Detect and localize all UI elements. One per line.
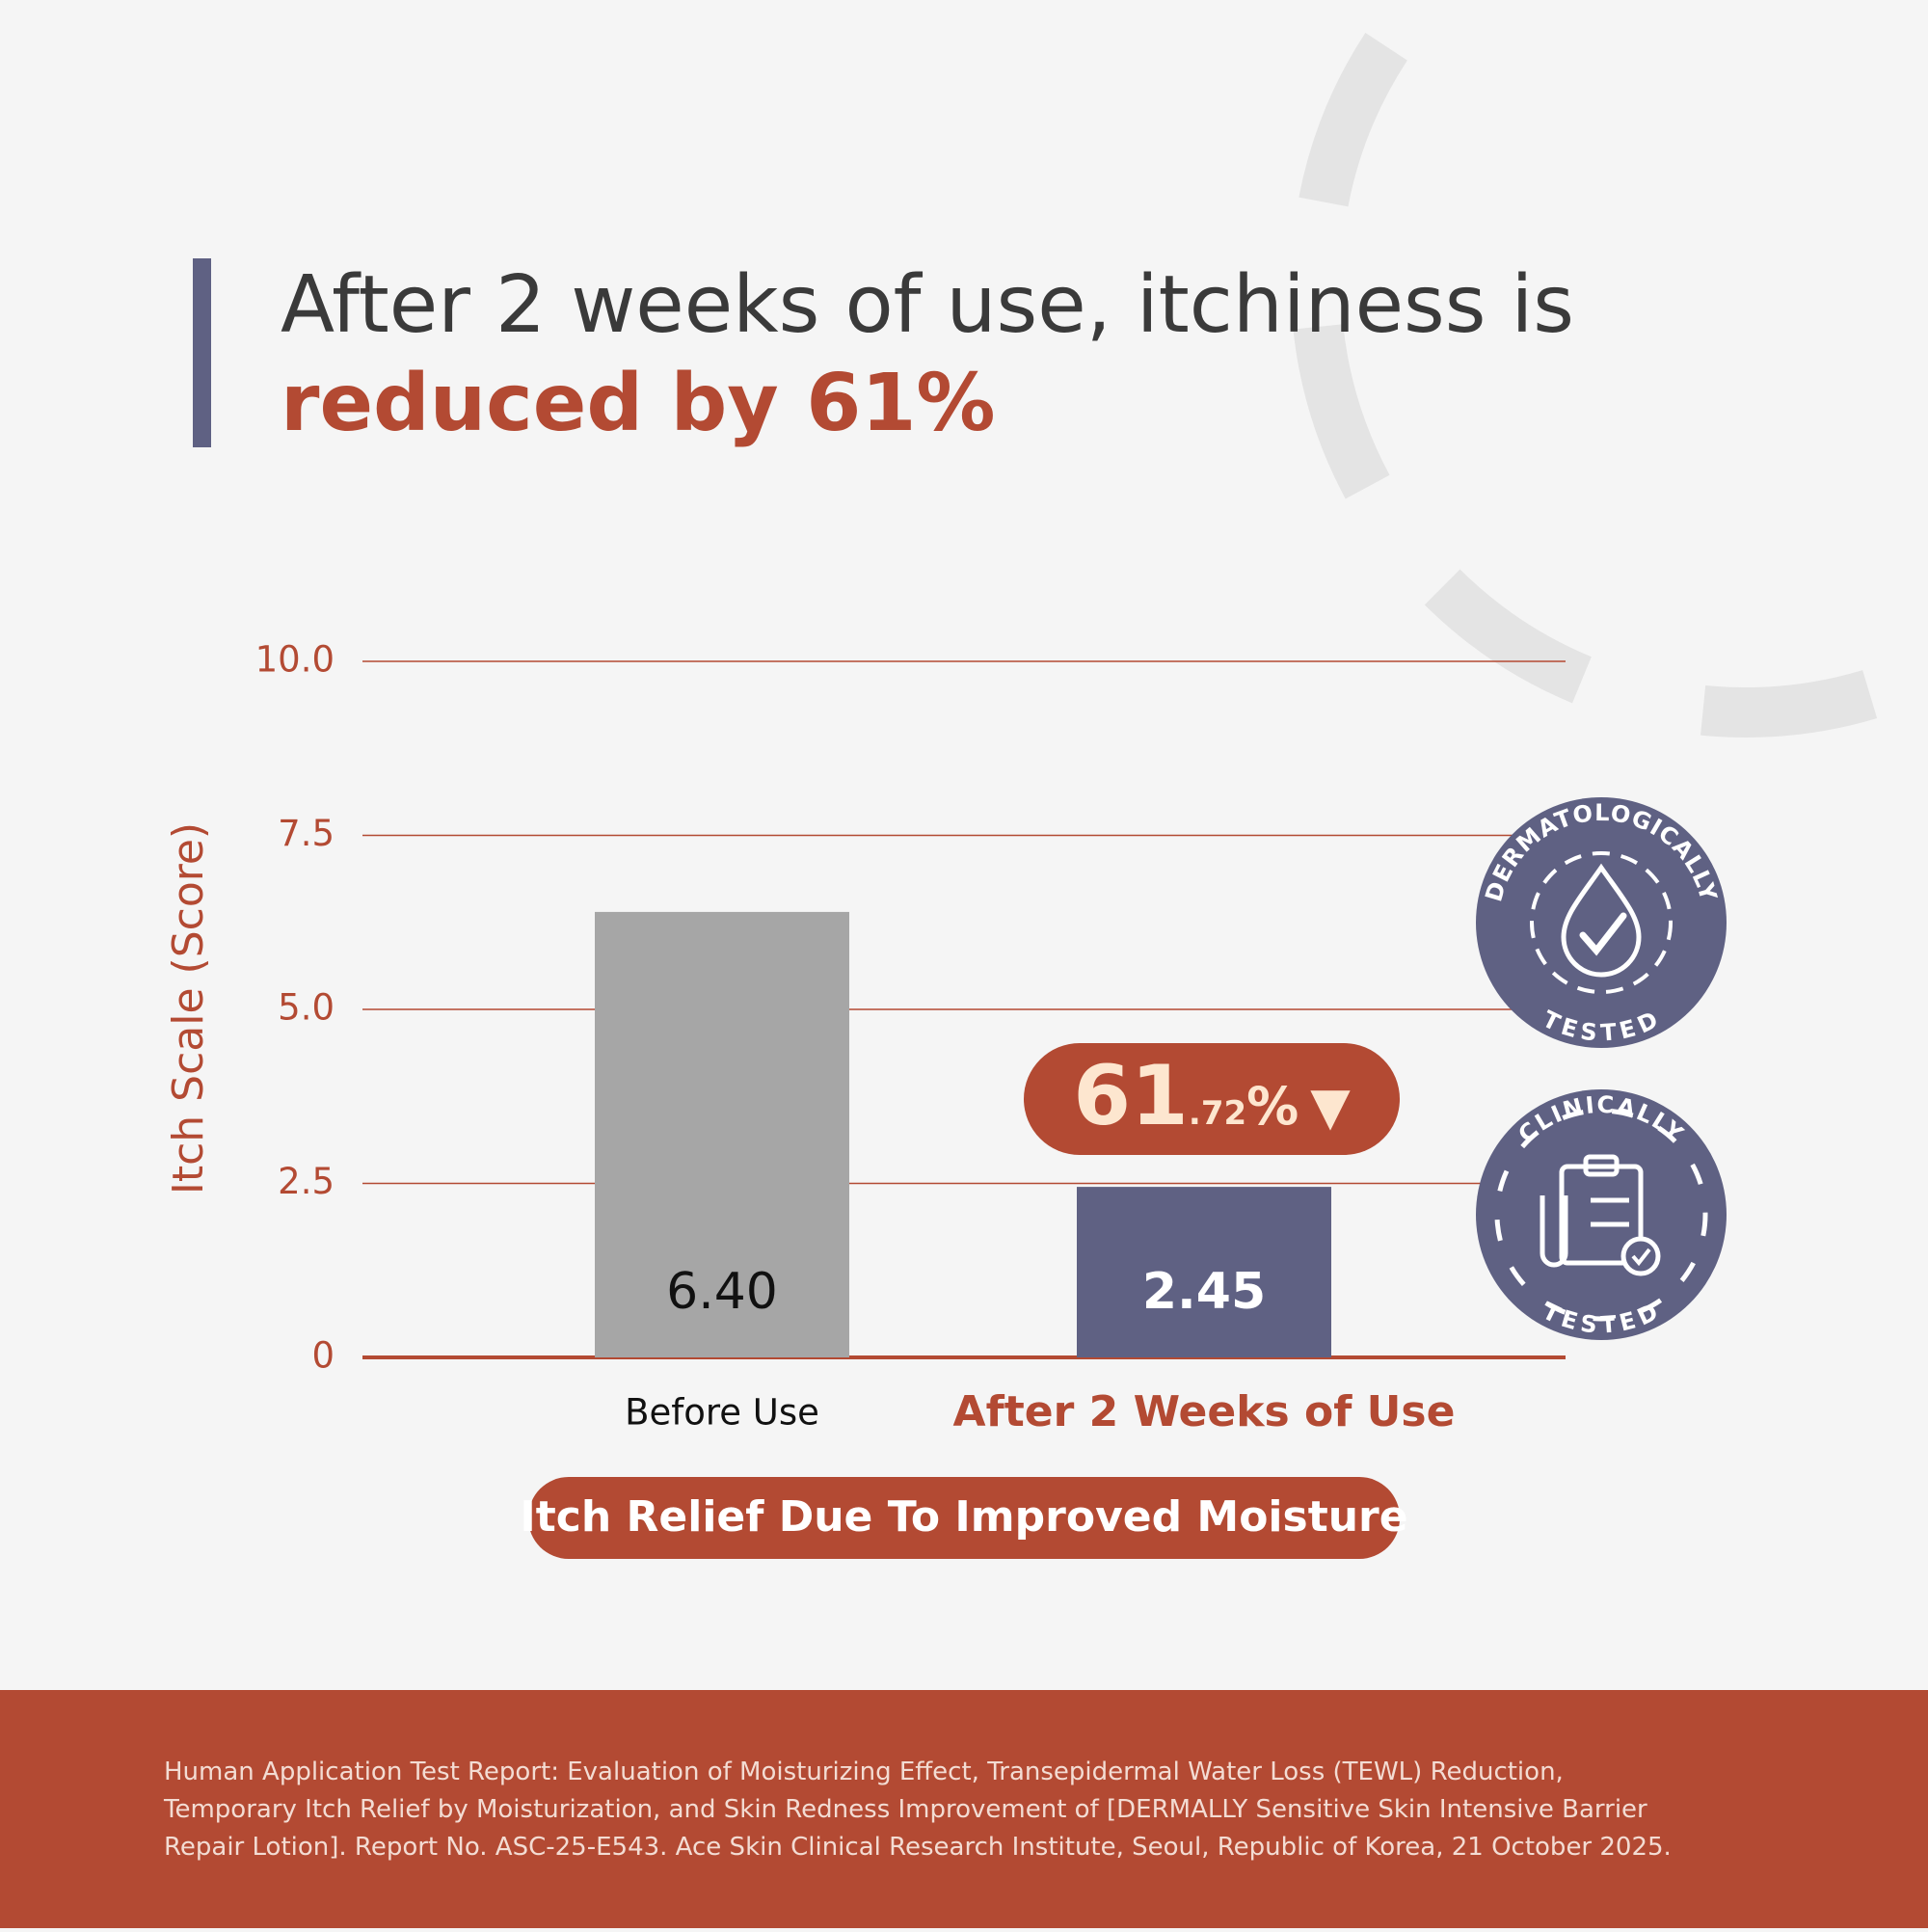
chart-title-highlight: reduced by 61%: [281, 358, 996, 449]
stamp-clinically: CLINICALLY TESTED: [1476, 1089, 1727, 1340]
y-tick-label: 10.0: [255, 639, 335, 681]
stamp-circle: [1476, 1089, 1727, 1340]
bars: 6.40 Before Use 2.45 After 2 Weeks of Use: [595, 911, 1456, 1436]
x-tick-label: After 2 Weeks of Use: [953, 1387, 1456, 1436]
stamp-check-circle: [1620, 1236, 1661, 1276]
y-axis-label: Itch Scale (Score): [164, 822, 213, 1194]
stamp-check-icon: [1631, 1248, 1651, 1267]
bar: [1077, 1187, 1331, 1357]
badge-arrow: ▼: [1310, 1076, 1351, 1137]
caption-pill: [528, 1477, 1400, 1559]
stamp-circle: [1476, 797, 1727, 1048]
stamp-tube-icon: [1540, 1195, 1629, 1268]
footer: [0, 1690, 1928, 1928]
footer-line: Human Application Test Report: Evaluatio…: [164, 1758, 1564, 1786]
badge-fraction: .72: [1189, 1094, 1246, 1133]
title-accent-bar: [193, 258, 211, 447]
stamp-check-icon: [1579, 912, 1627, 956]
badge-unit: %: [1246, 1076, 1299, 1137]
chart-title: After 2 weeks of use, itchiness is: [281, 259, 1574, 351]
footer-line: Repair Lotion]. Report No. ASC-25-E543. …: [164, 1833, 1672, 1862]
value-label: 6.40: [666, 1263, 778, 1321]
stamp-dermatologically: DERMATOLOGICALLY TESTED: [1476, 797, 1727, 1048]
reduction-badge: [1024, 1043, 1400, 1155]
stamp-drop-icon: [1561, 863, 1642, 978]
x-tick-label: Before Use: [625, 1392, 819, 1434]
grid: 0 2.5 5.0 7.5 10.0: [255, 639, 1566, 1377]
stamp-dash-ring: [1494, 1108, 1708, 1322]
badge-whole: 61: [1073, 1048, 1189, 1144]
bar: [595, 911, 849, 1357]
stamp-clipboard-icon: [1559, 1164, 1644, 1266]
reduction-badge-text: 61.72% ▼: [1073, 1048, 1351, 1144]
y-tick-label: 5.0: [278, 987, 335, 1029]
y-tick-label: 2.5: [278, 1161, 335, 1202]
stamp-clip-icon: [1583, 1154, 1620, 1177]
caption: Itch Relief Due To Improved Moisture: [520, 1492, 1407, 1542]
decorative-arc: [1291, 0, 1928, 738]
footer-line: Temporary Itch Relief by Moisturization,…: [163, 1795, 1647, 1824]
stamp-dash-ring: [1530, 851, 1673, 994]
footer-text: Human Application Test Report: Evaluatio…: [163, 1758, 1672, 1862]
y-tick-label: 7.5: [278, 813, 335, 854]
y-tick-label: 0: [311, 1335, 335, 1377]
value-label: 2.45: [1142, 1263, 1266, 1321]
